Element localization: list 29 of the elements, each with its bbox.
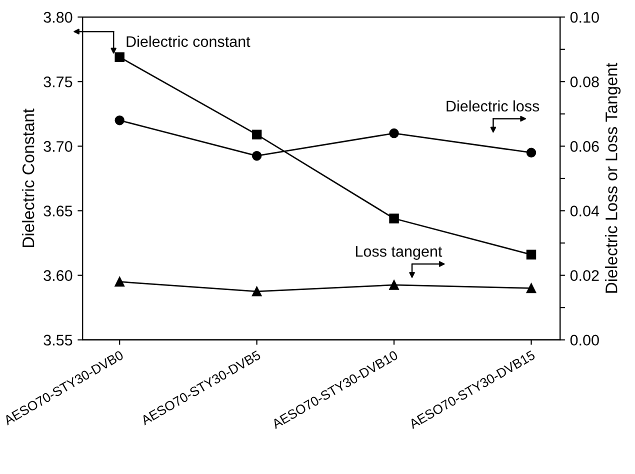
point xyxy=(526,250,536,260)
annotation: Dielectric constant xyxy=(126,36,250,47)
point xyxy=(526,148,536,158)
y2-tick-label: 0.00 xyxy=(570,334,599,346)
y-axis-title: Dielectric Constant xyxy=(22,108,34,248)
point xyxy=(252,286,262,296)
y-tick-label: 3.70 xyxy=(44,141,72,152)
point xyxy=(252,151,262,161)
annotation: Loss tangent xyxy=(356,246,442,260)
y-tick-label: 3.75 xyxy=(44,76,72,88)
y2-tick-label: 0.10 xyxy=(570,12,599,23)
y-tick-label: 3.65 xyxy=(44,206,72,216)
y2-tick-label: 0.06 xyxy=(570,141,599,152)
y2-tick-label: 0.08 xyxy=(570,76,599,88)
y-tick-label: 3.55 xyxy=(44,334,72,346)
point xyxy=(114,276,124,287)
point xyxy=(389,214,399,224)
y2-axis-title: Dielectric Loss or Loss Tangent xyxy=(605,62,621,293)
point xyxy=(526,283,536,294)
y2-tick-label: 0.02 xyxy=(570,270,599,281)
point xyxy=(389,280,399,290)
point xyxy=(114,115,124,126)
y-tick-label: 3.80 xyxy=(44,12,72,23)
y-tick-label: 3.60 xyxy=(44,270,72,281)
point xyxy=(389,128,399,138)
point xyxy=(114,52,124,62)
point xyxy=(252,130,262,140)
y2-tick-label: 0.04 xyxy=(570,206,600,216)
annotation: Dielectric loss xyxy=(446,100,540,112)
